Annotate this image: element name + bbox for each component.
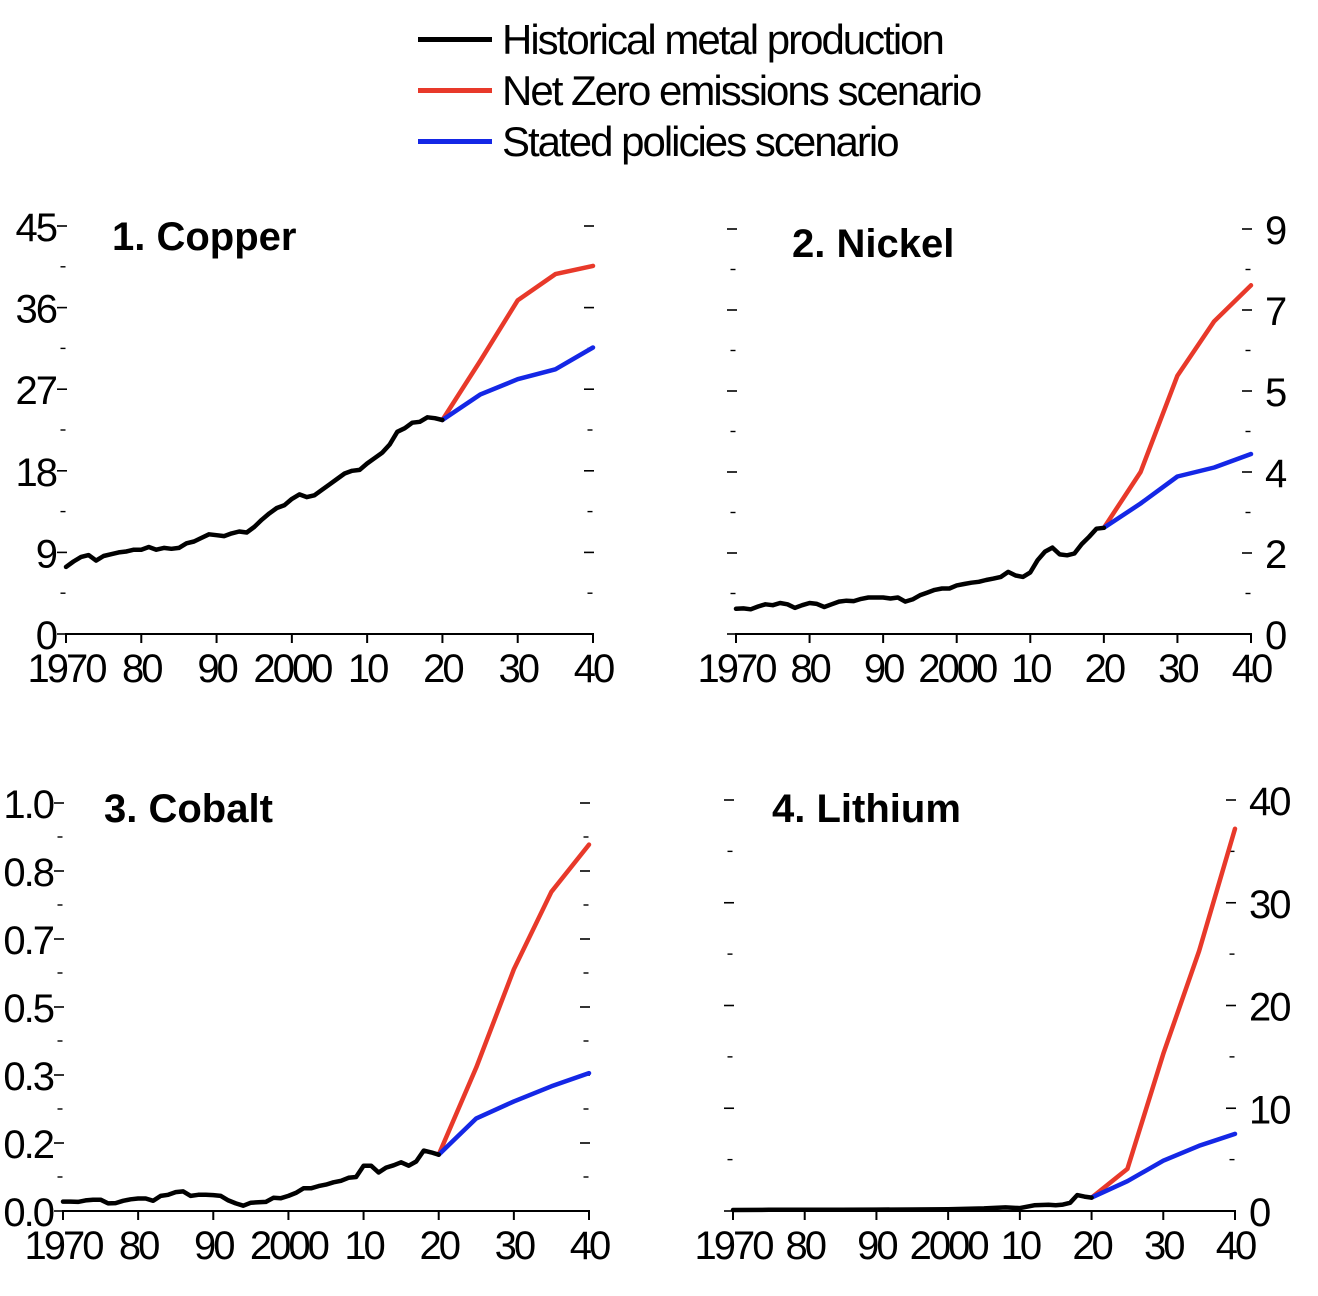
y-tick-label: 4 xyxy=(1265,452,1287,496)
x-tick-label: 10 xyxy=(344,1224,384,1268)
x-tick-label: 1970 xyxy=(698,647,777,691)
panel-title: 1. Copper xyxy=(112,215,296,259)
legend-label-stated: Stated policies scenario xyxy=(502,117,900,165)
x-tick-label: 80 xyxy=(119,1224,159,1268)
legend-label-historical: Historical metal production xyxy=(502,15,945,63)
x-tick-label: 20 xyxy=(419,1224,459,1268)
x-tick-label: 20 xyxy=(1072,1224,1112,1268)
x-tick-label: 80 xyxy=(785,1224,825,1268)
x-tick-label: 1970 xyxy=(25,1224,104,1268)
series-line-historical xyxy=(730,1192,1094,1213)
x-tick-label: 40 xyxy=(574,647,614,691)
series-line-stated xyxy=(440,345,596,423)
series-line-net-zero xyxy=(1101,283,1254,531)
x-tick-label: 30 xyxy=(498,647,538,691)
x-tick-label: 10 xyxy=(348,647,388,691)
panel-copper: 1970 80 90 2000 10 20 30 40 0 9 18 27 36 45 1. Copper xyxy=(16,206,617,691)
legend-item-historical: Historical metal production xyxy=(418,14,980,65)
series-line-historical xyxy=(60,1148,441,1208)
x-tick-label: 40 xyxy=(1216,1224,1256,1268)
x-tick-label: 1970 xyxy=(28,647,107,691)
legend-swatch-net-zero xyxy=(418,88,492,93)
panel-title: 4. Lithium xyxy=(772,787,961,831)
y-tick-label: 0.2 xyxy=(3,1123,53,1167)
x-tick-label: 20 xyxy=(1085,647,1125,691)
y-tick-label: 36 xyxy=(16,288,57,332)
y-tick-label: 40 xyxy=(1249,780,1290,824)
y-tick-label: 0 xyxy=(36,614,57,658)
y-tick-label: 18 xyxy=(16,451,57,495)
y-tick-label: 45 xyxy=(16,206,57,250)
y-tick-label: 1.0 xyxy=(3,783,53,827)
y-tick-label: 7 xyxy=(1265,290,1286,334)
legend-label-net-zero: Net Zero emissions scenario xyxy=(502,66,982,114)
y-tick-label: 10 xyxy=(1249,1088,1290,1132)
y-tick-label: 9 xyxy=(1265,209,1286,253)
x-tick-label: 90 xyxy=(864,647,904,691)
y-tick-label: 0.0 xyxy=(3,1191,53,1235)
series-line-net-zero xyxy=(440,263,596,423)
y-tick-label: 0.3 xyxy=(3,1055,53,1099)
legend: Historical metal production Net Zero emi… xyxy=(418,14,982,167)
series-line-stated xyxy=(1089,1131,1238,1200)
legend-swatch-stated xyxy=(418,139,492,144)
x-tick-label: 90 xyxy=(857,1224,897,1268)
y-tick-label: 30 xyxy=(1249,883,1290,927)
x-tick-label: 90 xyxy=(197,647,237,691)
y-tick-label: 0 xyxy=(1265,614,1286,658)
panel-cobalt: 1970 80 90 2000 10 20 30 40 0.0 0.2 0.3 0.5 0.7 0.8 1.… xyxy=(3,783,613,1268)
series-line-historical xyxy=(733,525,1107,612)
panel-nickel: 1970 80 90 2000 10 20 30 400 2 4 5 7 9 2. Nickel xyxy=(698,209,1289,691)
x-tick-label: 90 xyxy=(194,1224,234,1268)
x-tick-label: 30 xyxy=(1144,1224,1184,1268)
x-tick-label: 2000 xyxy=(253,647,332,691)
x-tick-label: 2000 xyxy=(918,647,997,691)
y-tick-label: 0 xyxy=(1249,1191,1270,1235)
x-tick-label: 80 xyxy=(122,647,162,691)
y-tick-label: 20 xyxy=(1249,986,1290,1030)
series-line-stated xyxy=(436,1070,592,1157)
panel-title: 2. Nickel xyxy=(792,222,954,266)
x-tick-label: 10 xyxy=(1001,1224,1041,1268)
y-tick-label: 0.5 xyxy=(3,987,53,1031)
x-tick-label: 10 xyxy=(1011,647,1051,691)
x-tick-label: 30 xyxy=(1158,647,1198,691)
x-tick-label: 2000 xyxy=(250,1224,329,1268)
y-tick-label: 0.8 xyxy=(3,851,53,895)
legend-swatch-historical xyxy=(418,37,492,42)
series-line-historical xyxy=(63,415,445,570)
series-line-stated xyxy=(1101,451,1254,531)
y-tick-label: 2 xyxy=(1265,533,1286,577)
y-tick-label: 0.7 xyxy=(3,919,53,963)
x-tick-label: 30 xyxy=(495,1224,535,1268)
x-tick-label: 80 xyxy=(790,647,830,691)
legend-item-net-zero: Net Zero emissions scenario xyxy=(418,65,982,116)
y-tick-label: 5 xyxy=(1265,371,1286,415)
series-line-net-zero xyxy=(436,842,592,1157)
x-tick-label: 40 xyxy=(1232,647,1272,691)
legend-item-stated: Stated policies scenario xyxy=(418,116,980,167)
y-tick-label: 9 xyxy=(36,532,57,576)
x-tick-label: 40 xyxy=(570,1224,610,1268)
x-tick-label: 1970 xyxy=(695,1224,774,1268)
panel-title: 3. Cobalt xyxy=(104,787,273,831)
x-tick-label: 20 xyxy=(423,647,463,691)
y-tick-label: 27 xyxy=(16,369,57,413)
series-line-net-zero xyxy=(1089,826,1238,1200)
x-tick-label: 2000 xyxy=(910,1224,989,1268)
